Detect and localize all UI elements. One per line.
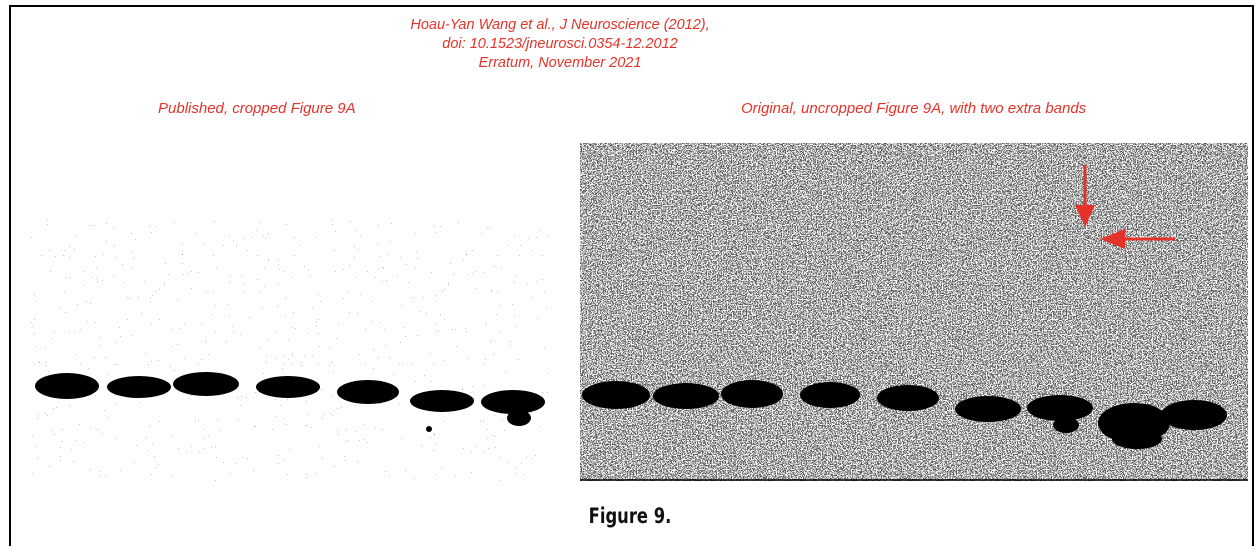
original-panel-label: Original, uncropped Figure 9A, with two … [741,100,1087,117]
red-arrow-down-icon [1075,165,1095,227]
band [481,390,545,414]
membrane-texture [31,220,548,482]
figure-frame [9,5,1254,546]
band-speck [426,426,432,432]
band-tail [1053,417,1079,433]
band-row [35,372,545,432]
band [653,383,719,409]
citation-line-3: Erratum, November 2021 [478,55,642,71]
band [107,376,171,398]
original-blot-image [580,143,1248,481]
band [410,390,474,412]
red-arrow-left-icon [1100,229,1175,249]
band [721,380,783,408]
band-tail [507,410,531,426]
citation-line-1: Hoau-Yan Wang et al., J Neuroscience (20… [410,17,710,33]
band [337,380,399,404]
band [877,385,939,411]
band [256,376,320,398]
citation-block: Hoau-Yan Wang et al., J Neuroscience (20… [300,16,820,73]
band-row [582,380,1227,449]
figure-title: Figure 9. [588,504,672,528]
band [1027,395,1093,421]
band [582,381,650,409]
extra-band [1112,429,1162,449]
published-blot-image [31,220,548,482]
band [35,373,99,399]
citation-line-2: doi: 10.1523/jneurosci.0354-12.2012 [442,36,678,52]
band [800,382,860,408]
band [955,396,1021,422]
band [173,372,239,396]
extra-band [1161,400,1227,430]
published-panel-label: Published, cropped Figure 9A [158,100,356,117]
